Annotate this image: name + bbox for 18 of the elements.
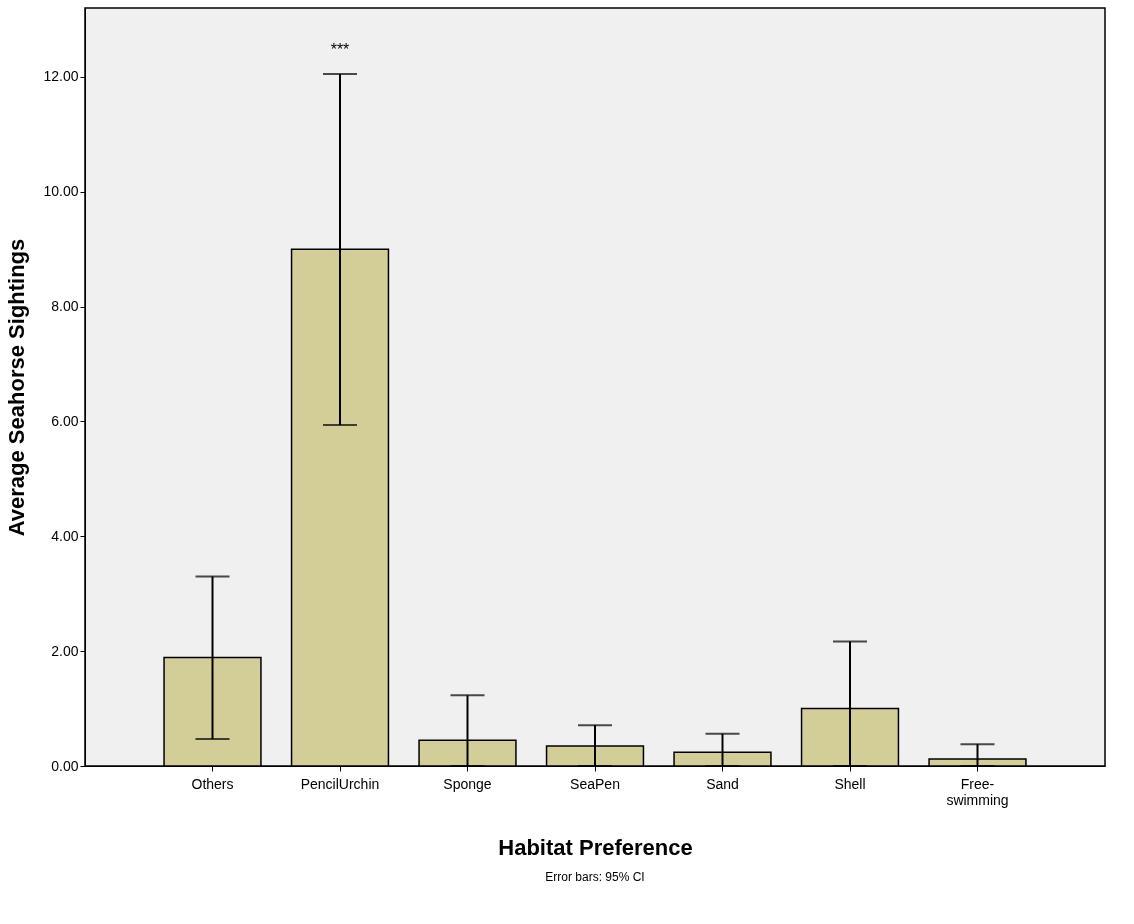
y-axis-title: Average Seahorse Sightings xyxy=(4,238,30,537)
y-tick-label: 10.00 xyxy=(43,183,79,200)
annotation: *** xyxy=(330,41,350,59)
y-tick-label: 0.00 xyxy=(51,757,79,774)
y-tick-label: 4.00 xyxy=(51,527,79,544)
x-tick-label: SeaPen xyxy=(570,775,620,792)
y-tick-label: 2.00 xyxy=(51,642,79,659)
x-tick-label: Sponge xyxy=(443,775,492,792)
text: Error bars: 95% CI xyxy=(545,870,645,884)
x-tick-label: Shell xyxy=(834,775,866,792)
x-axis-title: Habitat Preference xyxy=(498,834,693,860)
x-tick-label: PencilUrchin xyxy=(300,775,380,792)
y-tick-label: 12.00 xyxy=(43,68,79,85)
y-tick-label: 8.00 xyxy=(51,298,79,315)
x-tick-label: Sand xyxy=(706,775,739,792)
y-tick-label: 6.00 xyxy=(51,412,79,429)
x-tick-label: Others xyxy=(191,775,234,792)
x-tick-label: Free-swimming xyxy=(946,775,1009,808)
